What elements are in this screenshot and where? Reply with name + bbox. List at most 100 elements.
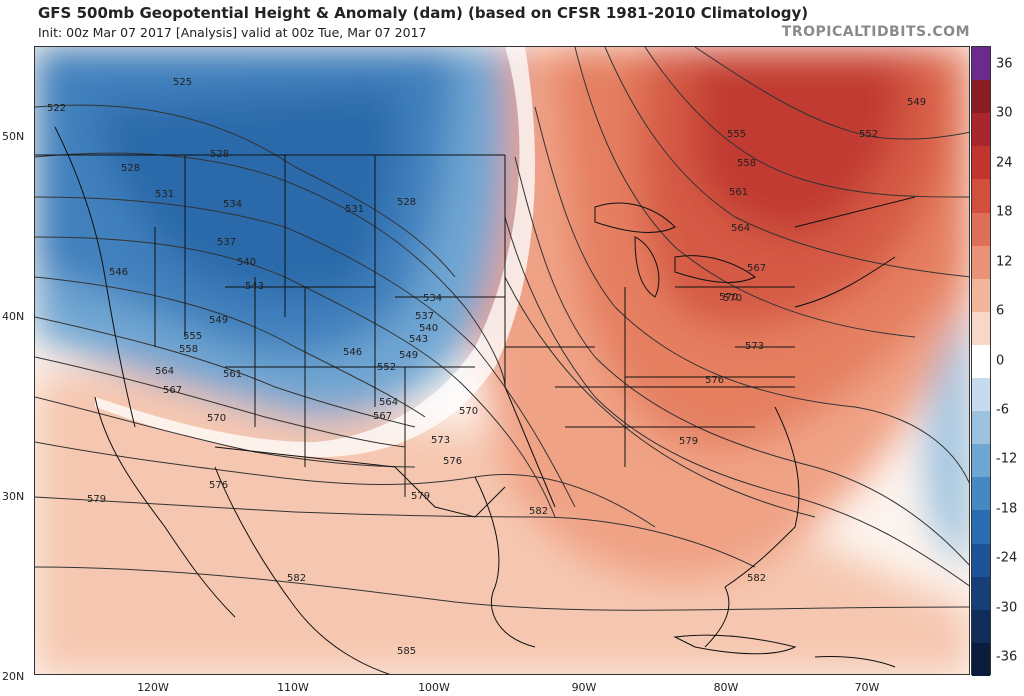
colorbar-segment (972, 576, 990, 611)
map-title: GFS 500mb Geopotential Height & Anomaly … (38, 4, 809, 22)
contour-label: 531 (345, 204, 364, 215)
contour-label: 576 (443, 456, 462, 467)
contour-label: 552 (859, 129, 878, 140)
contour-label: 537 (217, 237, 236, 248)
colorbar-segment (972, 179, 990, 213)
contour-label: 576 (705, 375, 724, 386)
lat-label: 50N (2, 130, 25, 143)
colorbar-segment (972, 378, 990, 412)
map-svg: 522 525 528 528 531 531 534 528 537 540 … (35, 47, 969, 674)
contour-label: 549 (209, 315, 228, 326)
lon-label: 110W (277, 681, 309, 694)
contour-label: 573 (745, 341, 764, 352)
contour-label: 582 (747, 573, 766, 584)
contour-label: 564 (379, 397, 398, 408)
colorbar-segment (972, 47, 990, 81)
colorbar-label: -12 (996, 451, 1018, 467)
contour-label: 579 (679, 436, 698, 447)
contour-label: 537 (415, 311, 434, 322)
contour-label: 528 (121, 163, 140, 174)
contour-label: 555 (727, 129, 746, 140)
colorbar-segment (972, 344, 990, 379)
colorbar-segment (972, 113, 990, 147)
colorbar-label: 18 (996, 204, 1013, 220)
colorbar-segment (972, 212, 990, 247)
contour-label: 582 (287, 573, 306, 584)
colorbar-segment (972, 642, 990, 677)
colorbar-label: -24 (996, 550, 1018, 566)
contour-label: 564 (731, 223, 750, 234)
contour-label: 540 (419, 323, 438, 334)
contour-label: 585 (397, 646, 416, 657)
colorbar-segment (972, 146, 990, 180)
contour-label: 522 (47, 103, 66, 114)
colorbar-label: 30 (996, 105, 1013, 121)
contour-label: 561 (729, 187, 748, 198)
contour-label: 540 (237, 257, 256, 268)
map-header: GFS 500mb Geopotential Height & Anomaly … (0, 0, 1024, 46)
lat-label: 20N (2, 670, 25, 683)
contour-label: 567 (163, 385, 182, 396)
colorbar-label: -18 (996, 501, 1018, 517)
contour-label: 579 (411, 491, 430, 502)
contour-label: 546 (343, 347, 362, 358)
brand-label: TROPICALTIDBITS.COM (781, 24, 970, 40)
anomaly-colorbar (971, 46, 991, 677)
contour-label: 570 (723, 293, 742, 304)
colorbar-label: -30 (996, 600, 1018, 616)
contour-label: 582 (529, 506, 548, 517)
contour-label: 534 (223, 199, 242, 210)
zero-anomaly-band (95, 47, 535, 457)
contour-label: 543 (409, 334, 428, 345)
contour-label: 561 (223, 369, 242, 380)
colorbar-label: 6 (996, 303, 1005, 319)
map-subtitle: Init: 00z Mar 07 2017 [Analysis] valid a… (38, 25, 427, 40)
colorbar-label: 36 (996, 56, 1013, 72)
contour-label: 558 (737, 158, 756, 169)
colorbar-segment (972, 543, 990, 578)
borders (35, 126, 916, 674)
contour-label: 543 (245, 281, 264, 292)
contour-label: 546 (109, 267, 128, 278)
contour-label: 552 (377, 362, 396, 373)
colorbar-segment (972, 411, 990, 445)
lat-label: 40N (2, 310, 25, 323)
contour-label: 549 (907, 97, 926, 108)
colorbar-segment (972, 278, 990, 313)
lon-label: 70W (854, 681, 880, 694)
contour-label: 567 (747, 263, 766, 274)
contour-labels: 522 525 528 528 531 531 534 528 537 540 … (47, 77, 926, 657)
colorbar-label: 24 (996, 155, 1013, 171)
colorbar-segment (972, 477, 990, 511)
contour-label: 579 (87, 494, 106, 505)
contour-label: 555 (183, 331, 202, 342)
contour-label: 567 (373, 411, 392, 422)
colorbar-segment (972, 245, 990, 280)
contour-label: 576 (209, 480, 228, 491)
lon-label: 120W (137, 681, 169, 694)
map-panel: 522 525 528 528 531 531 534 528 537 540 … (34, 46, 970, 675)
colorbar-segment (972, 609, 990, 644)
contour-label: 525 (173, 77, 192, 88)
contour-label: 558 (179, 344, 198, 355)
lon-label: 80W (713, 681, 739, 694)
lon-label: 90W (571, 681, 597, 694)
contour-label: 570 (207, 413, 226, 424)
colorbar-segment (972, 311, 990, 346)
lakes (594, 202, 756, 298)
colorbar-label: 12 (996, 254, 1013, 270)
anomaly-shading (35, 47, 969, 674)
caribbean-islands (673, 634, 896, 668)
lon-label: 100W (418, 681, 450, 694)
colorbar-segment (972, 444, 990, 478)
contour-label: 549 (399, 350, 418, 361)
colorbar-label: -36 (996, 649, 1018, 665)
colorbar-segment (972, 510, 990, 545)
contour-label: 528 (210, 149, 229, 160)
contour-label: 534 (423, 293, 442, 304)
colorbar-segment (972, 80, 990, 114)
contour-label: 573 (431, 435, 450, 446)
contour-label: 564 (155, 366, 174, 377)
contour-label: 570 (459, 406, 478, 417)
contour-label: 531 (155, 189, 174, 200)
